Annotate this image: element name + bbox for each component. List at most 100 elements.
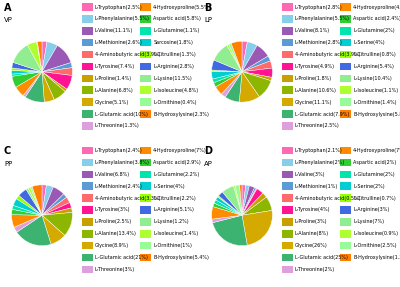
Wedge shape	[212, 60, 242, 72]
Wedge shape	[12, 62, 42, 72]
Text: L-Glutamic acid(21%): L-Glutamic acid(21%)	[95, 255, 148, 260]
Wedge shape	[28, 42, 42, 72]
Wedge shape	[218, 196, 242, 215]
Wedge shape	[212, 207, 242, 219]
Text: L-Ornithine(1.4%): L-Ornithine(1.4%)	[353, 100, 397, 105]
Text: L-Valine(11.1%): L-Valine(11.1%)	[95, 28, 133, 33]
Wedge shape	[242, 187, 256, 215]
Wedge shape	[42, 72, 72, 89]
Text: L-Tryptophan(2.8%): L-Tryptophan(2.8%)	[295, 5, 342, 9]
FancyBboxPatch shape	[140, 75, 151, 82]
Text: L-Glutamic acid(25%): L-Glutamic acid(25%)	[295, 255, 348, 260]
FancyBboxPatch shape	[140, 206, 151, 214]
FancyBboxPatch shape	[82, 3, 92, 11]
FancyBboxPatch shape	[140, 86, 151, 94]
FancyBboxPatch shape	[340, 3, 351, 11]
FancyBboxPatch shape	[82, 206, 92, 214]
Text: L-Tryptophan(2.4%): L-Tryptophan(2.4%)	[95, 148, 142, 153]
FancyBboxPatch shape	[82, 98, 92, 106]
Text: 4-Hydroxyproline(5.5%): 4-Hydroxyproline(5.5%)	[153, 5, 212, 9]
Text: 4-Hydroxyproline(4.9%): 4-Hydroxyproline(4.9%)	[353, 5, 400, 9]
FancyBboxPatch shape	[140, 39, 151, 46]
Wedge shape	[214, 45, 242, 72]
Text: Glycine(5.1%): Glycine(5.1%)	[95, 100, 129, 105]
FancyBboxPatch shape	[140, 98, 151, 106]
Wedge shape	[235, 185, 242, 215]
Text: C: C	[4, 146, 11, 156]
Text: L-Methionine(2.8%): L-Methionine(2.8%)	[295, 40, 343, 45]
Wedge shape	[242, 186, 254, 215]
Text: B-Hydroxylysine(5.4%): B-Hydroxylysine(5.4%)	[153, 255, 209, 260]
FancyBboxPatch shape	[82, 75, 92, 82]
FancyBboxPatch shape	[340, 218, 351, 226]
Wedge shape	[13, 199, 42, 215]
Text: L-Isoleucine(4.8%): L-Isoleucine(4.8%)	[153, 88, 198, 93]
Text: 4-Hydroxyproline(7%): 4-Hydroxyproline(7%)	[353, 148, 400, 153]
FancyBboxPatch shape	[82, 183, 92, 190]
Wedge shape	[242, 56, 270, 72]
Wedge shape	[234, 186, 242, 215]
Wedge shape	[42, 41, 47, 72]
Wedge shape	[42, 46, 71, 72]
FancyBboxPatch shape	[340, 170, 351, 178]
Text: L-Tyrosine(4%): L-Tyrosine(4%)	[295, 208, 330, 212]
FancyBboxPatch shape	[82, 110, 92, 118]
FancyBboxPatch shape	[282, 242, 292, 249]
Text: L-Valine(8.1%): L-Valine(8.1%)	[295, 28, 330, 33]
Text: B: B	[204, 3, 211, 13]
FancyBboxPatch shape	[140, 194, 151, 202]
Text: L-Phenylalanine(3.8%): L-Phenylalanine(3.8%)	[95, 160, 150, 165]
Text: Glycine(8.9%): Glycine(8.9%)	[95, 243, 129, 248]
Wedge shape	[227, 44, 242, 72]
FancyBboxPatch shape	[282, 3, 292, 11]
Wedge shape	[17, 215, 51, 246]
FancyBboxPatch shape	[82, 27, 92, 35]
FancyBboxPatch shape	[82, 51, 92, 58]
Text: L-Serine(4%): L-Serine(4%)	[353, 40, 385, 45]
Wedge shape	[16, 72, 42, 96]
Text: A: A	[4, 3, 12, 13]
Wedge shape	[42, 68, 72, 75]
Text: L-Tryptophan(2.1%): L-Tryptophan(2.1%)	[295, 148, 342, 153]
FancyBboxPatch shape	[82, 86, 92, 94]
Text: 4-Aminobutyric acid(3.9%): 4-Aminobutyric acid(3.9%)	[295, 52, 360, 57]
Wedge shape	[42, 72, 54, 102]
Text: L-Citrulline(2.2%): L-Citrulline(2.2%)	[153, 196, 196, 201]
FancyBboxPatch shape	[140, 218, 151, 226]
Text: L-Valine(3%): L-Valine(3%)	[295, 172, 325, 177]
Text: L-Arginine(3%): L-Arginine(3%)	[353, 208, 390, 212]
Text: L-Proline(1.8%): L-Proline(1.8%)	[295, 76, 332, 81]
FancyBboxPatch shape	[82, 218, 92, 226]
FancyBboxPatch shape	[82, 122, 92, 130]
Text: L-Glutamic acid(7.9%): L-Glutamic acid(7.9%)	[295, 112, 349, 117]
FancyBboxPatch shape	[140, 51, 151, 58]
Wedge shape	[28, 187, 42, 215]
FancyBboxPatch shape	[282, 194, 292, 202]
Wedge shape	[13, 45, 42, 72]
Text: L-Phenylalanine(2%): L-Phenylalanine(2%)	[295, 160, 345, 165]
Wedge shape	[42, 63, 72, 72]
Text: 4-Aminobutyric acid(0.5%): 4-Aminobutyric acid(0.5%)	[295, 196, 360, 201]
Wedge shape	[212, 215, 247, 246]
FancyBboxPatch shape	[82, 159, 92, 166]
Text: D: D	[204, 146, 212, 156]
Wedge shape	[14, 215, 42, 232]
Text: AP: AP	[204, 161, 213, 167]
Text: PP: PP	[4, 161, 12, 167]
Text: L-Serine(2%): L-Serine(2%)	[353, 184, 385, 189]
Text: L-Ornithine(1%): L-Ornithine(1%)	[153, 243, 192, 248]
FancyBboxPatch shape	[82, 170, 92, 178]
Text: L-Glutamic acid(10%): L-Glutamic acid(10%)	[95, 112, 148, 117]
Wedge shape	[242, 188, 257, 215]
Text: L-Isoleucine(1.1%): L-Isoleucine(1.1%)	[353, 88, 398, 93]
FancyBboxPatch shape	[282, 27, 292, 35]
Text: L-Alanine(10.6%): L-Alanine(10.6%)	[295, 88, 337, 93]
FancyBboxPatch shape	[340, 39, 351, 46]
Wedge shape	[242, 41, 247, 72]
Text: L-Tyrosine(3%): L-Tyrosine(3%)	[95, 208, 130, 212]
Text: L-Arginine(2.8%): L-Arginine(2.8%)	[153, 64, 194, 69]
FancyBboxPatch shape	[82, 15, 92, 23]
Wedge shape	[242, 197, 272, 215]
Wedge shape	[42, 72, 65, 100]
Wedge shape	[242, 193, 266, 215]
